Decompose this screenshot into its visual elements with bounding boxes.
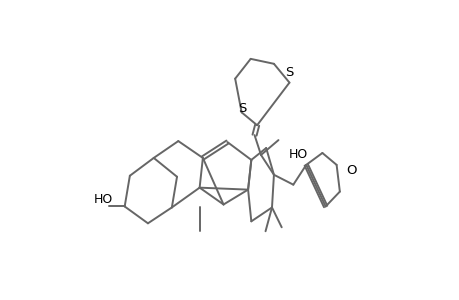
Text: S: S: [285, 66, 293, 79]
Text: HO: HO: [288, 148, 308, 161]
Text: O: O: [346, 164, 356, 177]
Text: HO: HO: [94, 193, 113, 206]
Text: S: S: [237, 102, 246, 115]
